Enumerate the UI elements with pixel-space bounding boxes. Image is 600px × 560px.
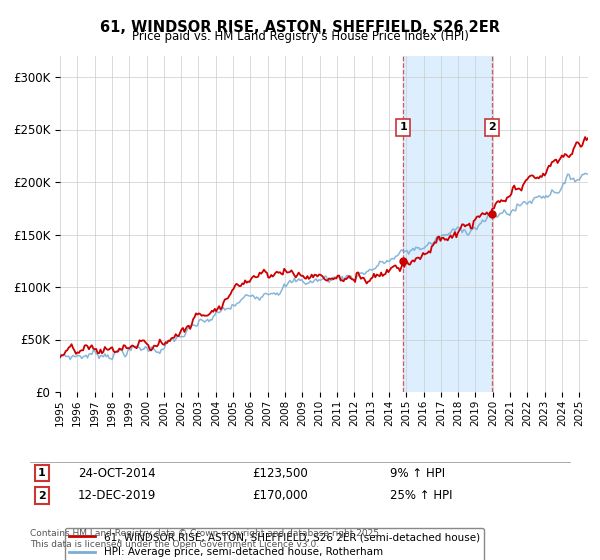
Text: 1: 1 (38, 468, 46, 478)
Text: 12-DEC-2019: 12-DEC-2019 (78, 489, 157, 502)
Text: £170,000: £170,000 (252, 489, 308, 502)
Text: 25% ↑ HPI: 25% ↑ HPI (390, 489, 452, 502)
Text: Contains HM Land Registry data © Crown copyright and database right 2025.
This d: Contains HM Land Registry data © Crown c… (30, 529, 382, 549)
Text: 24-OCT-2014: 24-OCT-2014 (78, 466, 155, 480)
Bar (403, 56, 492, 392)
Legend: 61, WINDSOR RISE, ASTON, SHEFFIELD, S26 2ER (semi-detached house), HPI: Average : 61, WINDSOR RISE, ASTON, SHEFFIELD, S26 … (65, 528, 484, 560)
Text: 2: 2 (488, 123, 496, 132)
Text: 61, WINDSOR RISE, ASTON, SHEFFIELD, S26 2ER: 61, WINDSOR RISE, ASTON, SHEFFIELD, S26 … (100, 20, 500, 35)
Text: 9% ↑ HPI: 9% ↑ HPI (390, 466, 445, 480)
Text: 1: 1 (399, 123, 407, 132)
Text: £123,500: £123,500 (252, 466, 308, 480)
Text: 2: 2 (38, 491, 46, 501)
Text: Price paid vs. HM Land Registry's House Price Index (HPI): Price paid vs. HM Land Registry's House … (131, 30, 469, 43)
